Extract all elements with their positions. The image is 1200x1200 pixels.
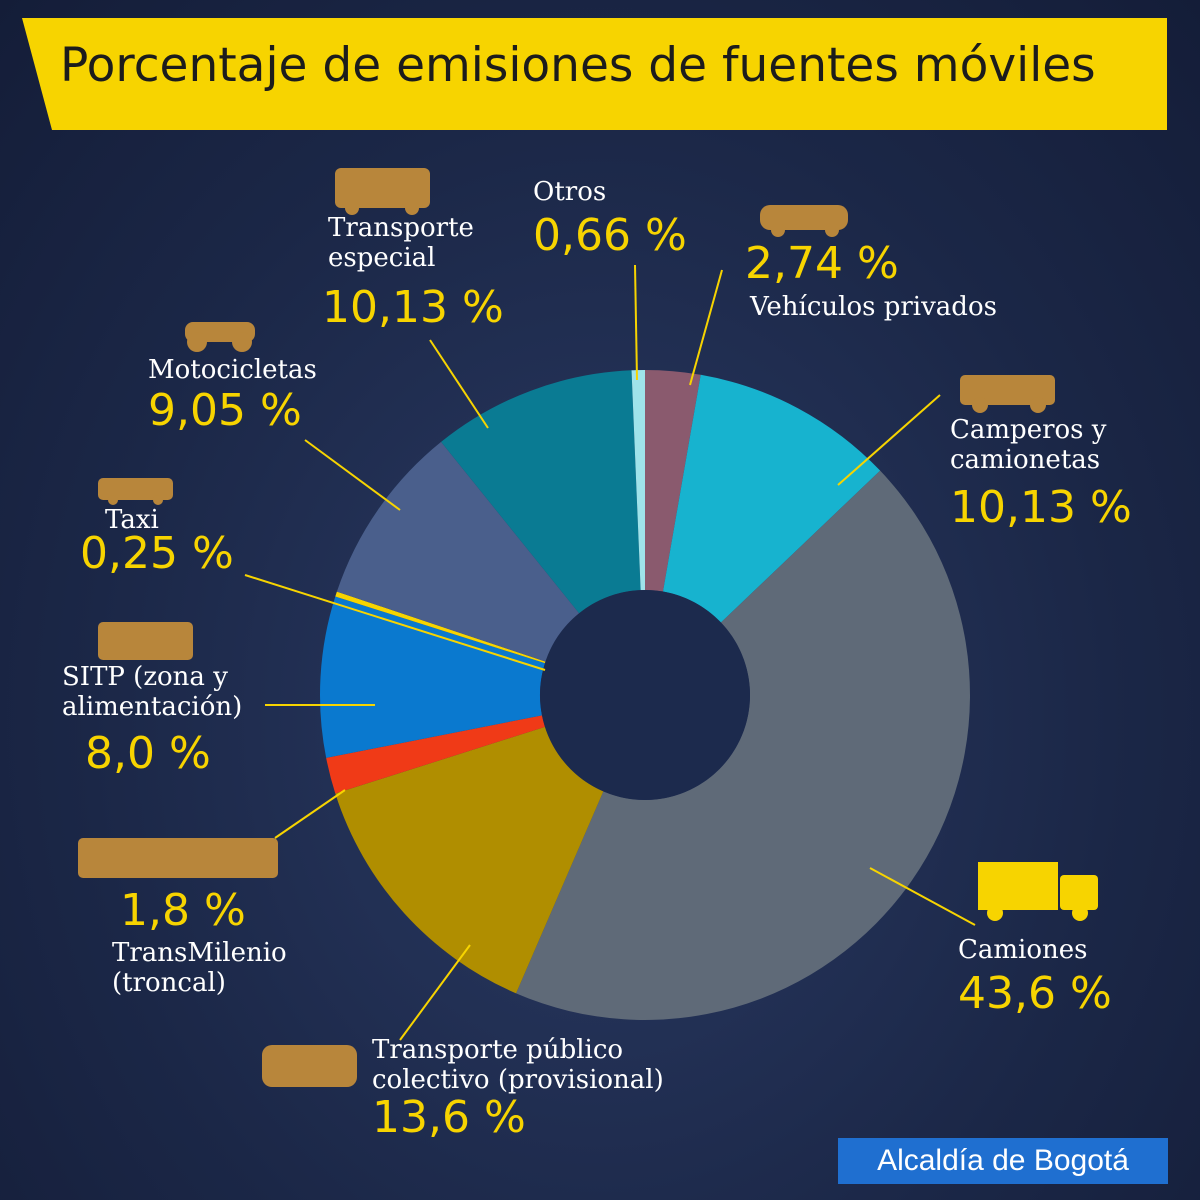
slice	[335, 591, 546, 664]
slice	[662, 374, 881, 623]
slice	[335, 726, 604, 994]
value-label: 0,66 %	[533, 210, 687, 261]
donut-hole	[540, 590, 750, 800]
leader-line	[274, 789, 346, 839]
slice-name: Transporte especial	[328, 213, 474, 273]
leader-line	[244, 574, 546, 671]
slice-name: Vehículos privados	[750, 292, 997, 322]
value-label: 8,0 %	[85, 728, 211, 779]
leader-line	[837, 394, 941, 486]
value-label: 43,6 %	[958, 968, 1112, 1019]
value-label: 10,13 %	[322, 282, 504, 333]
value-label: 10,13 %	[950, 482, 1132, 533]
leader-line	[304, 439, 401, 511]
slice-name: Otros	[533, 177, 607, 207]
leader-line	[429, 339, 489, 429]
slice-name: Transporte público colectivo (provisiona…	[372, 1035, 664, 1095]
truck-icon	[978, 862, 1098, 921]
slice-name: Motocicletas	[148, 355, 317, 385]
slice	[320, 596, 545, 758]
slice	[326, 715, 545, 794]
value-label: 9,05 %	[148, 385, 302, 436]
slice-name: SITP (zona y alimentación)	[62, 662, 243, 722]
slice-name: Camperos y camionetas	[950, 415, 1107, 475]
slice	[441, 370, 641, 614]
leader-line	[399, 944, 471, 1041]
value-label: 2,74 %	[745, 238, 899, 289]
icons	[78, 168, 1055, 1087]
slice	[336, 441, 580, 662]
title-banner	[22, 18, 1167, 130]
slice	[516, 470, 970, 1021]
value-label: 13,6 %	[372, 1092, 526, 1143]
chart-title: Porcentaje de emisiones de fuentes móvil…	[60, 38, 1096, 93]
slice	[645, 370, 701, 592]
slice-name: Taxi	[105, 505, 159, 535]
footer: Alcaldía de Bogotá	[838, 1138, 1168, 1184]
leader-line	[689, 269, 723, 386]
slice-name: TransMilenio (troncal)	[112, 938, 287, 998]
slice	[631, 370, 645, 591]
slice-name: Camiones	[958, 935, 1088, 965]
leader-line	[634, 264, 638, 381]
value-label: 0,25 %	[80, 528, 234, 579]
leader-line	[869, 867, 976, 926]
value-label: 1,8 %	[120, 885, 246, 936]
